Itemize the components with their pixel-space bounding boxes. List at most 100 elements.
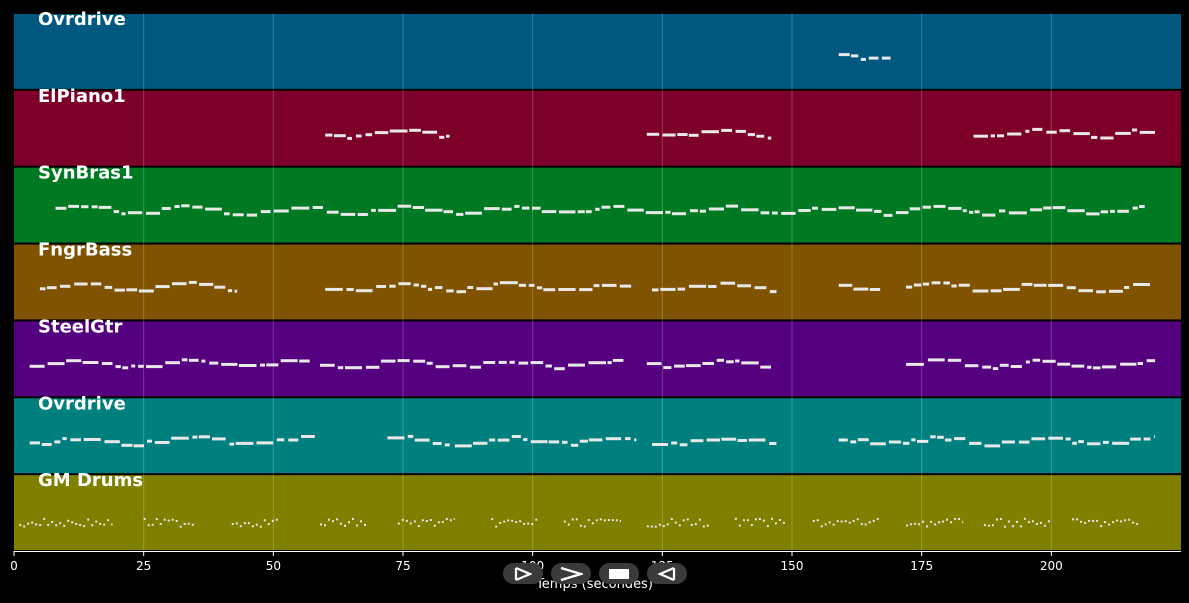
fast-forward-button[interactable] bbox=[551, 563, 591, 584]
note bbox=[984, 444, 1001, 448]
note bbox=[1139, 205, 1145, 208]
track-background bbox=[14, 398, 1181, 474]
note bbox=[746, 519, 749, 522]
note bbox=[1084, 521, 1087, 524]
note bbox=[1032, 358, 1041, 362]
note bbox=[1042, 359, 1056, 363]
note bbox=[231, 523, 234, 525]
note bbox=[499, 281, 518, 285]
note bbox=[690, 439, 704, 443]
note bbox=[71, 521, 74, 524]
note bbox=[181, 358, 188, 362]
note bbox=[1096, 519, 1099, 522]
note bbox=[677, 133, 688, 136]
note bbox=[340, 212, 356, 216]
note bbox=[914, 522, 917, 525]
note bbox=[345, 366, 362, 370]
note bbox=[348, 521, 350, 524]
note bbox=[1132, 521, 1135, 524]
note bbox=[397, 204, 412, 208]
note bbox=[344, 524, 346, 527]
note bbox=[161, 207, 171, 210]
note bbox=[476, 287, 493, 291]
note bbox=[838, 53, 850, 57]
stop-button[interactable] bbox=[599, 563, 639, 584]
note bbox=[414, 438, 430, 442]
note bbox=[235, 522, 238, 525]
note bbox=[1046, 130, 1057, 134]
note bbox=[812, 206, 818, 210]
note bbox=[507, 519, 510, 522]
note bbox=[181, 204, 190, 208]
note bbox=[1071, 364, 1085, 368]
note bbox=[518, 361, 529, 365]
note bbox=[1132, 206, 1138, 210]
note bbox=[922, 205, 931, 209]
note bbox=[1007, 132, 1022, 136]
note bbox=[55, 206, 67, 210]
note bbox=[860, 57, 866, 61]
note bbox=[221, 362, 238, 366]
note bbox=[214, 285, 226, 289]
note bbox=[969, 210, 974, 214]
note bbox=[484, 207, 500, 211]
note bbox=[530, 361, 544, 365]
note bbox=[902, 441, 910, 445]
note bbox=[434, 286, 443, 290]
note bbox=[690, 523, 693, 526]
note bbox=[595, 207, 600, 211]
note bbox=[1039, 521, 1042, 524]
note bbox=[291, 206, 310, 210]
note bbox=[909, 207, 921, 211]
note bbox=[930, 520, 933, 523]
note bbox=[365, 133, 373, 137]
note bbox=[816, 519, 819, 522]
note bbox=[531, 523, 534, 526]
note bbox=[999, 209, 1006, 213]
note bbox=[83, 438, 101, 441]
note bbox=[601, 205, 611, 209]
note bbox=[558, 210, 576, 214]
note bbox=[1136, 523, 1139, 526]
note bbox=[821, 207, 837, 211]
note bbox=[570, 443, 579, 447]
note bbox=[519, 520, 522, 523]
note bbox=[1027, 521, 1030, 524]
note bbox=[748, 438, 766, 442]
note bbox=[588, 438, 603, 442]
note bbox=[174, 205, 180, 208]
note bbox=[682, 519, 685, 522]
note bbox=[175, 520, 178, 522]
play-button[interactable] bbox=[503, 563, 543, 584]
note bbox=[1103, 440, 1109, 444]
note bbox=[997, 134, 1005, 138]
note bbox=[962, 209, 967, 213]
note bbox=[489, 438, 496, 442]
note bbox=[947, 358, 962, 362]
stop-icon bbox=[609, 568, 629, 579]
note bbox=[1115, 131, 1131, 135]
note bbox=[147, 524, 150, 527]
note bbox=[99, 522, 102, 525]
note bbox=[59, 522, 62, 525]
note bbox=[199, 282, 214, 286]
track-background bbox=[14, 90, 1181, 166]
note bbox=[1137, 362, 1143, 365]
note bbox=[726, 360, 734, 364]
note bbox=[567, 523, 570, 526]
rewind-button[interactable] bbox=[647, 563, 687, 584]
note bbox=[63, 524, 66, 527]
note bbox=[853, 287, 869, 291]
note bbox=[155, 285, 170, 289]
note bbox=[558, 288, 576, 291]
note bbox=[770, 517, 773, 520]
note bbox=[1124, 519, 1127, 522]
note bbox=[425, 208, 443, 212]
note bbox=[246, 213, 258, 217]
note bbox=[1120, 362, 1137, 366]
note bbox=[374, 131, 389, 135]
note bbox=[501, 207, 512, 211]
note bbox=[906, 362, 924, 366]
note bbox=[541, 210, 557, 214]
